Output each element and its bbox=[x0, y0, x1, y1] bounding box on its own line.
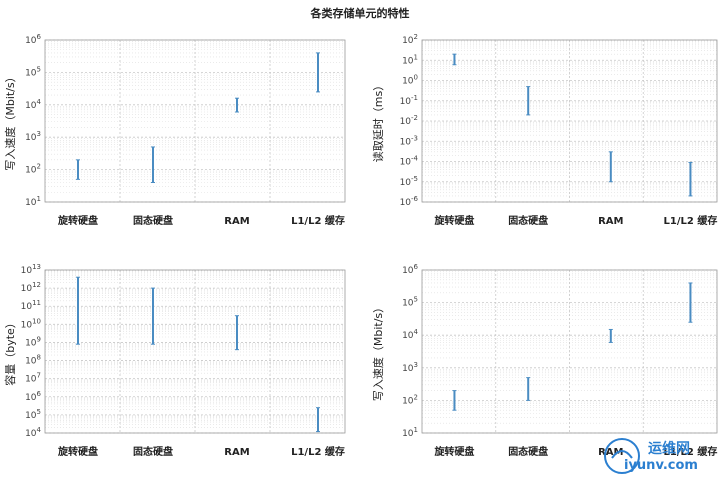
y-tick-exponent: 10 bbox=[32, 317, 41, 325]
y-tick-exponent: 8 bbox=[37, 354, 41, 362]
y-tick-label: 10-2 bbox=[400, 114, 418, 127]
y-tick-exponent: 11 bbox=[32, 299, 41, 307]
plot-frame bbox=[44, 269, 346, 434]
category-label: 旋转硬盘 bbox=[433, 445, 474, 458]
y-tick-exponent: 2 bbox=[414, 393, 418, 401]
category-label: 固态硬盘 bbox=[133, 445, 173, 458]
y-tick-exponent: -3 bbox=[411, 134, 418, 142]
y-tick-label: 106 bbox=[25, 33, 41, 46]
y-tick-exponent: 1 bbox=[37, 195, 41, 203]
y-tick-label: 101 bbox=[402, 53, 418, 66]
y-tick-label: 10-4 bbox=[400, 155, 419, 168]
y-tick-exponent: 3 bbox=[37, 130, 41, 138]
y-axis-label: 写入速度（Mbit/s） bbox=[3, 71, 17, 170]
y-tick-label: 108 bbox=[25, 354, 41, 367]
y-tick-label: 105 bbox=[402, 296, 418, 309]
y-tick-label: 102 bbox=[402, 393, 418, 406]
y-tick-exponent: 2 bbox=[414, 33, 418, 41]
y-tick-label: 106 bbox=[402, 263, 418, 276]
y-tick-label: 1010 bbox=[21, 317, 41, 330]
watermark-logo-icon bbox=[604, 438, 640, 474]
category-label: RAM bbox=[224, 216, 249, 227]
y-tick-label: 109 bbox=[25, 335, 41, 348]
y-tick-label: 100 bbox=[402, 74, 418, 87]
y-tick-label: 101 bbox=[402, 426, 418, 439]
watermark-name: 运维网 bbox=[648, 441, 690, 457]
y-tick-label: 106 bbox=[25, 390, 41, 403]
y-tick-label: 1012 bbox=[21, 281, 41, 294]
y-tick-label: 1011 bbox=[21, 299, 41, 312]
category-label: 旋转硬盘 bbox=[57, 445, 98, 458]
y-tick-exponent: -2 bbox=[411, 114, 418, 122]
plot-frame bbox=[44, 39, 346, 203]
plot-frame bbox=[421, 39, 718, 203]
y-tick-exponent: 4 bbox=[37, 426, 42, 434]
y-tick-label: 104 bbox=[25, 98, 41, 111]
y-tick-label: 10-1 bbox=[400, 94, 418, 107]
watermark-url: iyunv.com bbox=[624, 458, 698, 473]
plot-frame bbox=[421, 269, 718, 434]
category-label: 旋转硬盘 bbox=[57, 214, 98, 227]
y-tick-exponent: 2 bbox=[37, 163, 41, 171]
category-label: RAM bbox=[598, 216, 623, 227]
y-tick-exponent: 7 bbox=[37, 372, 41, 380]
y-tick-exponent: -5 bbox=[411, 175, 418, 183]
y-tick-exponent: 12 bbox=[32, 281, 41, 289]
y-tick-label: 10-5 bbox=[400, 175, 418, 188]
y-tick-exponent: 4 bbox=[37, 98, 42, 106]
category-label: L1/L2 缓存 bbox=[291, 445, 345, 458]
y-tick-label: 105 bbox=[25, 408, 41, 421]
y-tick-exponent: 1 bbox=[414, 426, 418, 434]
y-tick-label: 105 bbox=[25, 65, 41, 78]
y-tick-label: 101 bbox=[25, 195, 41, 208]
y-tick-label: 1013 bbox=[21, 263, 41, 276]
category-label: RAM bbox=[224, 447, 249, 458]
y-tick-label: 10-6 bbox=[400, 195, 419, 208]
y-tick-label: 104 bbox=[402, 328, 418, 341]
y-axis-label: 读取延时（ms） bbox=[371, 80, 385, 162]
y-tick-label: 103 bbox=[402, 361, 418, 374]
y-tick-exponent: 1 bbox=[414, 53, 418, 61]
y-tick-exponent: 6 bbox=[37, 390, 42, 398]
category-label: 固态硬盘 bbox=[508, 214, 548, 227]
y-tick-exponent: 5 bbox=[414, 296, 418, 304]
y-tick-exponent: -6 bbox=[411, 195, 419, 203]
y-tick-exponent: 5 bbox=[37, 65, 41, 73]
category-label: L1/L2 缓存 bbox=[664, 445, 718, 458]
category-label: L1/L2 缓存 bbox=[664, 214, 718, 227]
category-label: L1/L2 缓存 bbox=[291, 214, 345, 227]
y-axis-label: 容量（byte） bbox=[3, 317, 17, 386]
category-label: 固态硬盘 bbox=[508, 445, 548, 458]
y-tick-exponent: 9 bbox=[37, 335, 41, 343]
y-tick-label: 107 bbox=[25, 372, 41, 385]
y-tick-exponent: 6 bbox=[37, 33, 42, 41]
y-tick-label: 103 bbox=[25, 130, 41, 143]
y-tick-exponent: 3 bbox=[414, 361, 418, 369]
y-tick-label: 102 bbox=[402, 33, 418, 46]
y-tick-label: 102 bbox=[25, 163, 41, 176]
chart-title: 各类存储单元的特性 bbox=[310, 7, 410, 20]
y-tick-exponent: 13 bbox=[32, 263, 41, 271]
y-axis-label: 写入速度（Mbit/s） bbox=[371, 302, 385, 401]
y-tick-exponent: -1 bbox=[411, 94, 418, 102]
y-tick-exponent: 4 bbox=[414, 328, 419, 336]
category-label: RAM bbox=[598, 447, 623, 458]
y-tick-exponent: -4 bbox=[411, 155, 419, 163]
category-label: 固态硬盘 bbox=[133, 214, 173, 227]
category-label: 旋转硬盘 bbox=[433, 214, 474, 227]
y-tick-exponent: 5 bbox=[37, 408, 41, 416]
y-tick-exponent: 6 bbox=[414, 263, 419, 271]
y-tick-exponent: 0 bbox=[414, 74, 418, 82]
y-tick-label: 104 bbox=[25, 426, 41, 439]
watermark: 运维网 iyunv.com bbox=[598, 436, 716, 478]
y-tick-label: 10-3 bbox=[400, 134, 418, 147]
